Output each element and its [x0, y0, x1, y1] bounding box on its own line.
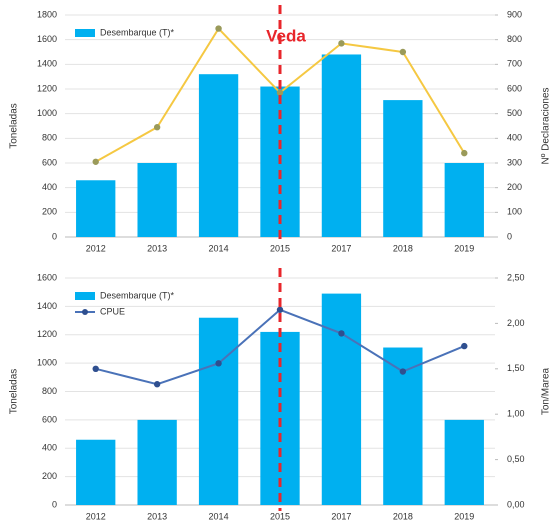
y-tick-label: 1000: [37, 108, 57, 118]
bar: [137, 163, 177, 237]
x-tick-label: 2012: [86, 243, 106, 253]
point: [461, 342, 468, 350]
y2-tick-label: 0,00: [507, 499, 525, 509]
y2-tick-label: 1,50: [507, 363, 525, 373]
y2-tick-label: 0,50: [507, 454, 525, 464]
point: [92, 365, 99, 372]
y-tick-label: 800: [42, 133, 57, 143]
bar: [321, 54, 362, 237]
bar: [383, 100, 423, 237]
y-tick-label: 1200: [37, 83, 57, 93]
y2-tick-label: 1,00: [507, 409, 525, 419]
y-tick-label: 200: [42, 471, 57, 481]
bar: [137, 419, 177, 505]
y-tick-label: 1400: [37, 59, 57, 69]
bar: [76, 439, 116, 505]
x-tick-label: 2017: [331, 511, 351, 521]
x-tick-label: 2013: [147, 243, 167, 253]
point: [215, 360, 222, 367]
y-tick-label: 1600: [37, 34, 57, 44]
x-tick-label: 2015: [270, 511, 290, 521]
legend-swatch: [75, 29, 95, 37]
x-tick-label: 2019: [454, 511, 474, 521]
point: [399, 368, 407, 375]
point: [276, 89, 284, 96]
legend-swatch: [75, 292, 95, 300]
y-tick-label: 800: [42, 386, 57, 396]
point: [153, 124, 161, 131]
y2-tick-label: 300: [507, 157, 522, 167]
x-tick-label: 2013: [147, 511, 167, 521]
y-tick-label: 600: [42, 414, 57, 424]
y2-tick-label: 2,50: [507, 272, 525, 282]
x-tick-label: 2017: [331, 243, 351, 253]
y2-tick-label: 700: [507, 59, 522, 69]
bar: [321, 293, 362, 505]
y2-tick-label: 800: [507, 34, 522, 44]
y-tick-label: 1400: [37, 301, 57, 311]
y2-axis-label: Ton/Marea: [541, 367, 552, 415]
point: [338, 330, 345, 337]
point: [92, 158, 99, 165]
y-axis-label: Toneladas: [9, 369, 20, 415]
x-tick-label: 2018: [393, 511, 413, 521]
y-tick-label: 400: [42, 182, 57, 192]
y2-tick-label: 2,00: [507, 318, 525, 328]
y-tick-label: 1200: [37, 329, 57, 339]
y-tick-label: 400: [42, 443, 57, 453]
bar: [444, 163, 484, 237]
legend-label: Desembarque (T)*: [100, 290, 175, 300]
y-tick-label: 0: [52, 231, 57, 241]
legend-marker: [82, 309, 88, 315]
y2-tick-label: 500: [507, 108, 522, 118]
point: [153, 381, 161, 388]
y-tick-label: 200: [42, 207, 57, 217]
x-tick-label: 2019: [454, 243, 474, 253]
y-tick-label: 1600: [37, 272, 57, 282]
bar: [444, 419, 484, 505]
y-tick-label: 1000: [37, 358, 57, 368]
y2-axis-label: Nº Declaraciones: [541, 87, 552, 164]
point: [399, 48, 407, 56]
annotation: Veda: [266, 26, 306, 45]
legend-label: CPUE: [100, 306, 125, 316]
x-tick-label: 2018: [393, 243, 413, 253]
bar: [198, 74, 239, 237]
bar: [198, 317, 239, 505]
y2-tick-label: 600: [507, 83, 522, 93]
point: [215, 25, 222, 32]
x-tick-label: 2014: [209, 511, 229, 521]
y-tick-label: 0: [52, 499, 57, 509]
point: [338, 40, 345, 47]
x-tick-label: 2012: [86, 511, 106, 521]
y2-tick-label: 100: [507, 207, 522, 217]
x-tick-label: 2015: [270, 243, 290, 253]
y2-tick-label: 200: [507, 182, 522, 192]
y-axis-label: Toneladas: [9, 103, 20, 149]
x-tick-label: 2014: [209, 243, 229, 253]
y-tick-label: 600: [42, 157, 57, 167]
y-tick-label: 1800: [37, 9, 57, 19]
legend-label: Desembarque (T)*: [100, 27, 175, 37]
y2-tick-label: 900: [507, 9, 522, 19]
y2-tick-label: 0: [507, 231, 512, 241]
point: [276, 306, 284, 313]
bar: [76, 180, 116, 237]
y2-tick-label: 400: [507, 133, 522, 143]
point: [461, 149, 468, 157]
